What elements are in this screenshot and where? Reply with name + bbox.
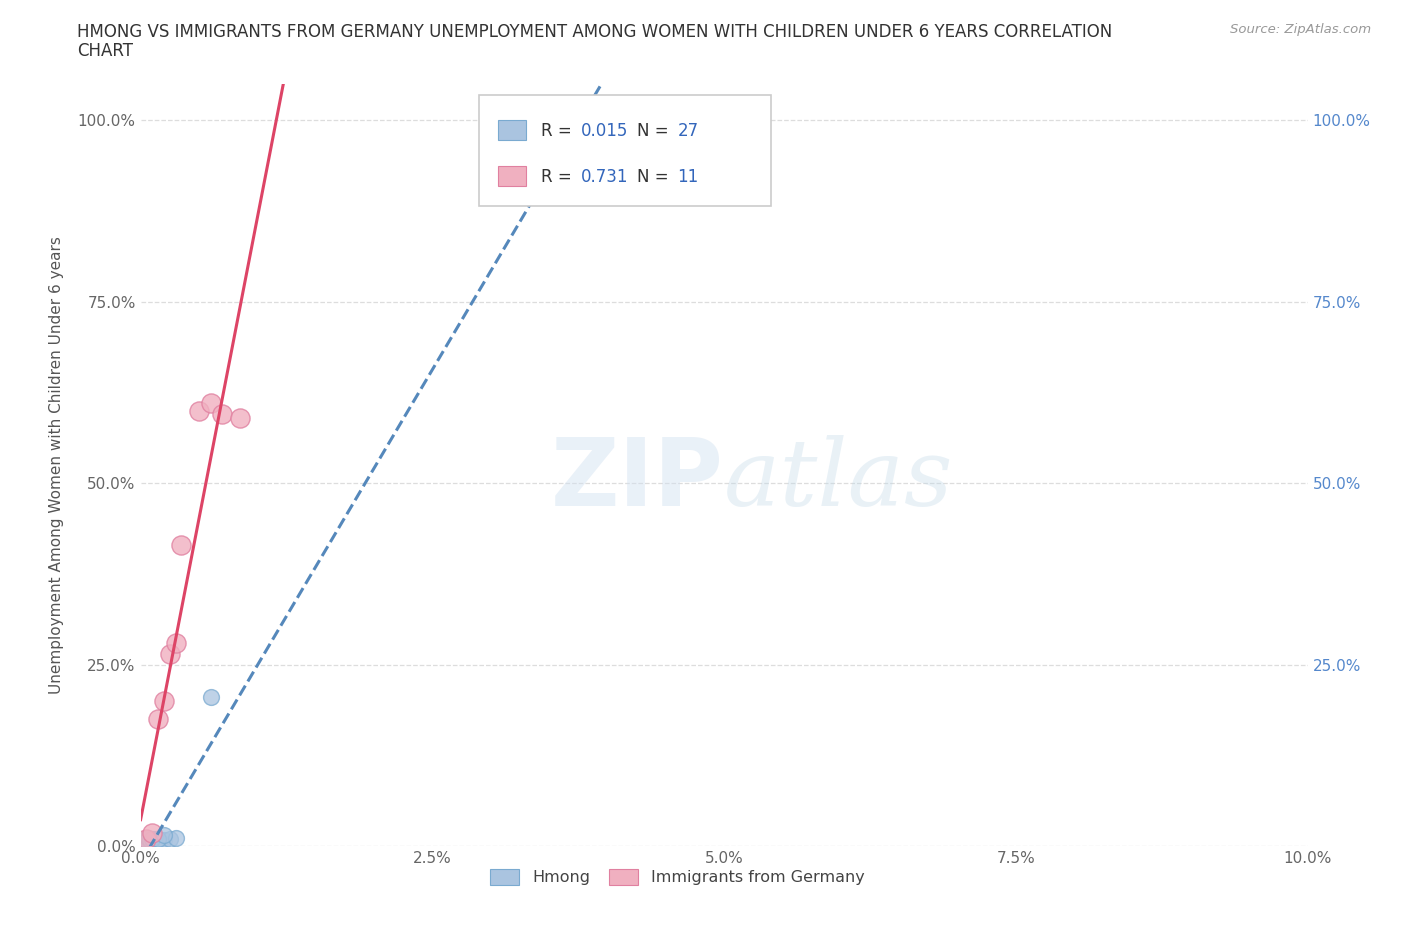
Text: 11: 11 [678, 167, 699, 186]
Point [229, 410, 252, 425]
Point [134, 831, 156, 846]
Point [148, 835, 170, 850]
Point [159, 831, 181, 846]
Point [170, 538, 193, 552]
Point [132, 835, 155, 850]
Point [149, 835, 172, 850]
Text: 27: 27 [678, 122, 699, 140]
Text: 0.731: 0.731 [581, 167, 628, 186]
Point [139, 835, 162, 850]
Point [141, 826, 163, 841]
Point [141, 831, 163, 846]
Text: atlas: atlas [724, 435, 953, 525]
Point [165, 830, 187, 845]
Point [159, 646, 181, 661]
Text: 0.015: 0.015 [581, 122, 628, 140]
Point [153, 833, 176, 848]
Point [211, 406, 233, 421]
Text: R =: R = [541, 122, 576, 140]
Text: Source: ZipAtlas.com: Source: ZipAtlas.com [1230, 23, 1371, 36]
Point [153, 828, 176, 843]
Point [132, 835, 155, 850]
Point [146, 835, 169, 850]
Point [143, 831, 166, 846]
Point [138, 835, 160, 850]
Text: N =: N = [637, 167, 673, 186]
Point [153, 694, 176, 709]
Text: R =: R = [541, 167, 576, 186]
Y-axis label: Unemployment Among Women with Children Under 6 years: Unemployment Among Women with Children U… [49, 236, 63, 694]
Point [142, 835, 165, 850]
Point [141, 835, 163, 850]
Point [135, 831, 157, 846]
Point [200, 396, 222, 411]
Point [165, 635, 187, 650]
Point [200, 690, 222, 705]
Point [150, 835, 173, 850]
Point [136, 835, 159, 850]
Point [146, 835, 169, 850]
Point [188, 403, 211, 418]
Point [139, 835, 162, 850]
FancyBboxPatch shape [479, 95, 770, 206]
FancyBboxPatch shape [498, 166, 526, 186]
Point [139, 833, 162, 848]
Text: CHART: CHART [77, 42, 134, 60]
Point [145, 833, 167, 848]
Text: HMONG VS IMMIGRANTS FROM GERMANY UNEMPLOYMENT AMONG WOMEN WITH CHILDREN UNDER 6 : HMONG VS IMMIGRANTS FROM GERMANY UNEMPLO… [77, 23, 1112, 41]
Point [136, 830, 159, 845]
Point [146, 711, 169, 726]
Legend: Hmong, Immigrants from Germany: Hmong, Immigrants from Germany [484, 863, 870, 892]
FancyBboxPatch shape [498, 120, 526, 140]
Point [134, 835, 156, 850]
Point [135, 835, 157, 850]
Point [146, 831, 169, 846]
Text: N =: N = [637, 122, 673, 140]
Text: ZIP: ZIP [551, 434, 724, 526]
